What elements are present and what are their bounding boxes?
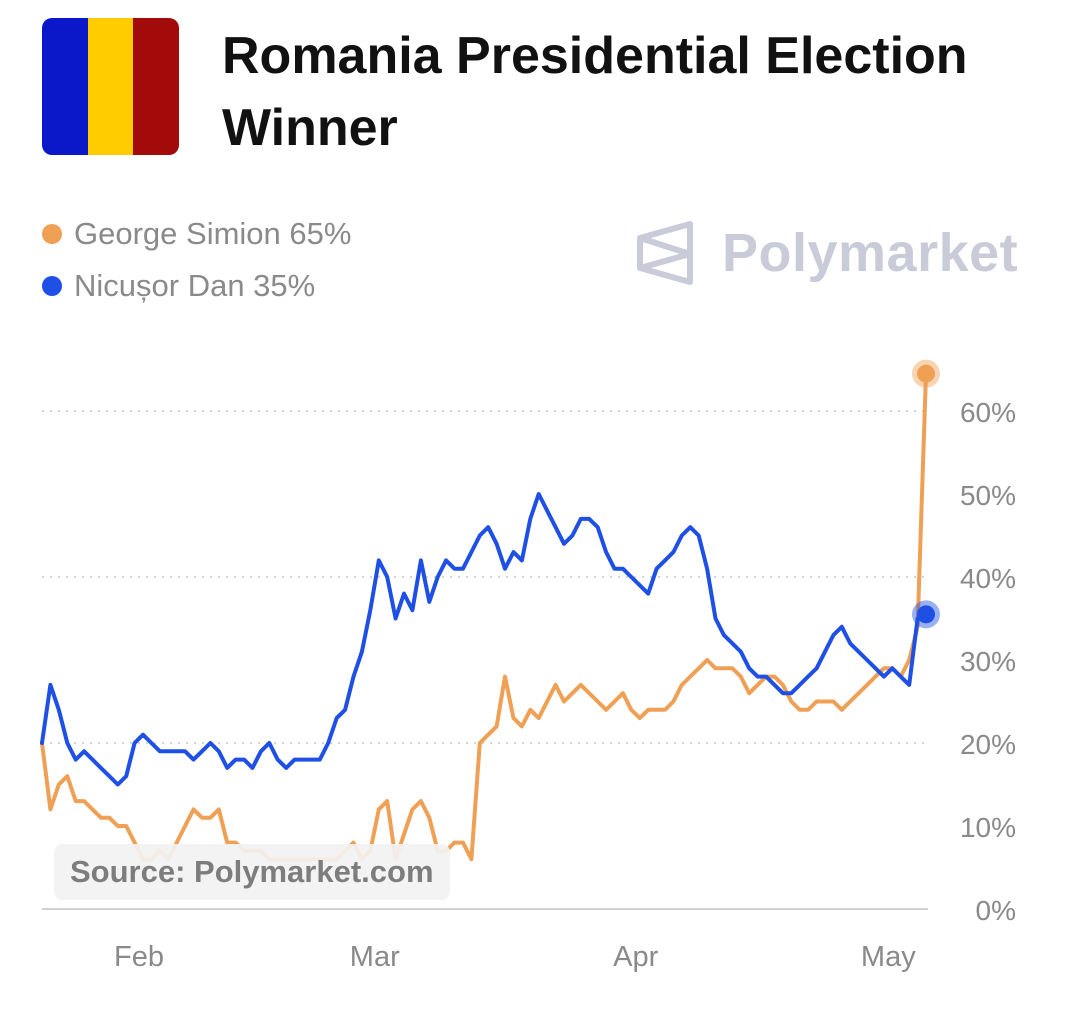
flag-stripe-yellow bbox=[87, 18, 134, 155]
y-tick-label: 10% bbox=[960, 812, 1016, 843]
romania-flag-icon bbox=[42, 18, 179, 155]
x-tick-label: Mar bbox=[350, 941, 400, 973]
flag-stripe-red bbox=[133, 18, 179, 155]
x-tick-label: Apr bbox=[613, 941, 658, 973]
y-tick-label: 0% bbox=[976, 895, 1016, 926]
legend-item-dan: Nicușor Dan 35% bbox=[42, 260, 351, 312]
flag-stripe-blue bbox=[42, 18, 88, 155]
polymarket-logo-text: Polymarket bbox=[722, 223, 1019, 283]
legend-item-simion: George Simion 65% bbox=[42, 208, 351, 260]
series-line-dan bbox=[40, 492, 928, 787]
endpoint-dot-simion bbox=[917, 364, 935, 383]
line-chart: 0% 10% 20% 30% 40% 50% 60% Feb Mar Apr May bbox=[40, 359, 1016, 973]
legend-dot-dan bbox=[42, 276, 62, 296]
polymarket-logo-icon bbox=[637, 221, 693, 285]
endpoint-dot-dan bbox=[917, 605, 935, 624]
y-tick-label: 50% bbox=[960, 480, 1016, 511]
polymarket-watermark: Polymarket bbox=[636, 218, 1018, 288]
x-tick-label: Feb bbox=[114, 941, 164, 973]
y-tick-label: 60% bbox=[960, 397, 1016, 428]
chart-legend: George Simion 65% Nicușor Dan 35% bbox=[42, 208, 351, 312]
y-tick-label: 40% bbox=[960, 563, 1016, 594]
series-line-simion bbox=[40, 371, 928, 862]
x-tick-label: May bbox=[861, 941, 916, 973]
y-tick-label: 20% bbox=[960, 729, 1016, 760]
legend-label-simion: George Simion 65% bbox=[74, 216, 352, 251]
legend-label-dan: Nicușor Dan 35% bbox=[74, 268, 316, 303]
y-tick-label: 30% bbox=[960, 646, 1016, 677]
page-title: Romania Presidential Election Winner bbox=[222, 27, 968, 157]
source-label: Source: Polymarket.com bbox=[54, 844, 450, 900]
legend-dot-simion bbox=[42, 224, 62, 244]
